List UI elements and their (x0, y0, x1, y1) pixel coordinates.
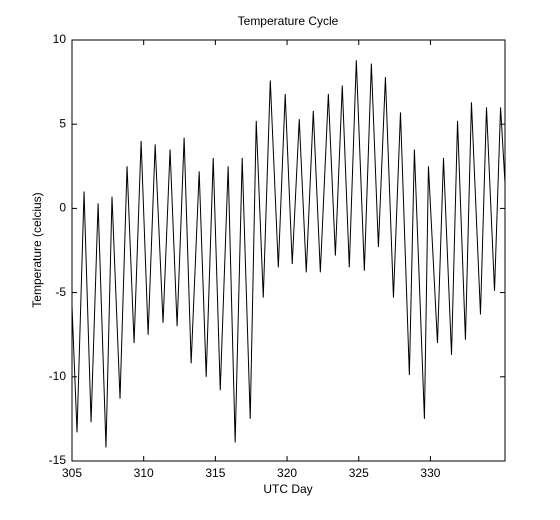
y-tick-label: -15 (49, 453, 67, 467)
x-tick-label: 330 (420, 466, 440, 480)
y-tick-label: -10 (49, 369, 67, 383)
data-line (71, 60, 506, 448)
x-tick-label: 310 (134, 466, 154, 480)
y-tick-label: -5 (55, 285, 66, 299)
y-axis-label: Temperature (celcius) (30, 192, 44, 307)
y-tick-label: 10 (53, 32, 67, 46)
chart-title: Temperature Cycle (238, 14, 339, 28)
plot-box (71, 39, 506, 462)
y-tick-label: 5 (59, 116, 66, 130)
x-tick-label: 320 (277, 466, 297, 480)
x-tick-label: 325 (349, 466, 369, 480)
x-axis-label: UTC Day (263, 482, 312, 496)
y-tick-label: 0 (59, 201, 66, 215)
x-tick-label: 315 (205, 466, 225, 480)
x-tick-label: 305 (62, 466, 82, 480)
